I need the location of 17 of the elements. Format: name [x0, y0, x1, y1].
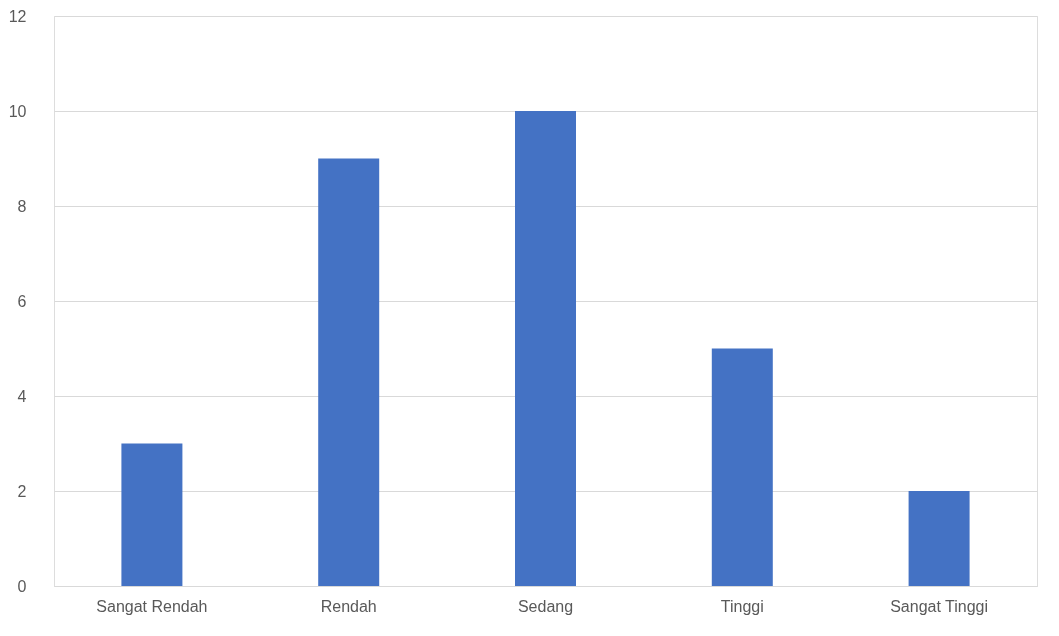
y-tick-label: 2	[17, 482, 27, 500]
bar	[515, 111, 576, 586]
bar	[318, 158, 380, 586]
x-tick-label: Tinggi	[720, 597, 764, 615]
y-tick-label: 10	[8, 102, 27, 120]
x-tick-label: Sangat Rendah	[96, 597, 208, 615]
bar	[711, 348, 773, 586]
bar	[908, 491, 970, 586]
y-tick-label: 6	[17, 292, 27, 310]
y-tick-label: 12	[8, 7, 27, 25]
x-tick-label: Rendah	[320, 597, 377, 615]
y-tick-label: 0	[17, 577, 27, 595]
bar	[121, 443, 183, 586]
x-tick-label: Sedang	[517, 597, 574, 615]
y-tick-label: 8	[17, 197, 27, 215]
y-tick-label: 4	[17, 387, 27, 405]
x-tick-label: Sangat Tinggi	[890, 597, 989, 615]
